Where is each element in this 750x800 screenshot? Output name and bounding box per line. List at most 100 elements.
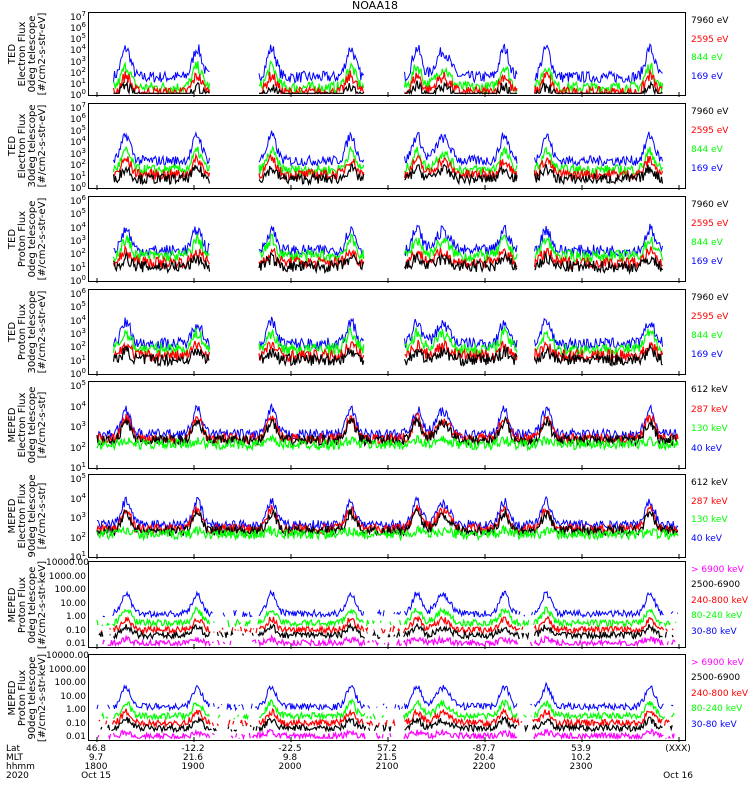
series-7960ev-line — [112, 343, 663, 368]
legend-entry: 169 eV — [691, 71, 723, 82]
legend-entry: 130 keV — [691, 515, 728, 525]
y-tick-label: 101 — [70, 550, 86, 563]
x-tick-label: -87.7 — [472, 744, 496, 754]
chart-title: NOAA18 — [351, 0, 399, 12]
legend-entry: 169 eV — [691, 350, 723, 360]
y-tick-label: 100 — [70, 274, 86, 287]
x-tick-label: 46.8 — [85, 744, 107, 754]
legend-entry: 844 eV — [691, 53, 723, 63]
y-axis-label: MEPED Proton Flux 90deg telescope [#/cm2-s-… — [7, 653, 48, 743]
y-tick-label: 104 — [70, 43, 86, 57]
series-30-80kev-line — [96, 681, 674, 712]
legend-entry: 2595 eV — [691, 34, 729, 45]
x-tick-label: 10.2 — [570, 753, 592, 763]
x-row-label: 2020 — [6, 771, 29, 781]
series-gt-6900kev-line — [103, 636, 678, 645]
y-tick-label: 106 — [70, 112, 86, 126]
y-tick-label: 103 — [70, 327, 86, 340]
y-tick-label: 100.00 — [54, 585, 87, 595]
legend-entry: 7960 eV — [691, 200, 729, 210]
panel-7 — [88, 561, 686, 649]
series-30-80kev-line — [102, 589, 678, 619]
y-axis-label: MEPED Proton Flux 0deg telescope [#/cm2-s-s… — [7, 560, 48, 650]
y-axis-label: MEPED Electron Flux 0deg telescope [#/cm2-s… — [7, 380, 48, 470]
y-tick-label: 10000.00 — [46, 651, 89, 661]
legend-entry: 30-80 keV — [691, 626, 737, 637]
panel-plot-2 — [96, 130, 680, 190]
y-tick-label: 100 — [70, 88, 86, 101]
legend-entry: > 6900 keV — [691, 658, 744, 668]
y-tick-label: 104 — [70, 220, 86, 234]
legend-entry: 287 keV — [691, 404, 728, 415]
x-tick-label: 2200 — [472, 762, 496, 772]
x-tick-label: Oct 15 — [81, 771, 111, 781]
y-tick-label: 102 — [70, 440, 86, 454]
y-tick-label: 103 — [70, 420, 86, 433]
legend-entry: 2595 eV — [691, 219, 729, 229]
x-row-label: Lat — [6, 744, 21, 754]
panel-8 — [88, 654, 686, 742]
series-169ev-line — [113, 223, 663, 258]
y-tick-label: 103 — [70, 54, 86, 68]
x-tick-label: 1900 — [181, 762, 205, 772]
legend-entry: 240-800 keV — [691, 595, 749, 606]
legend-entry: 40 keV — [691, 533, 722, 544]
y-tick-label: 0.10 — [65, 718, 86, 729]
series-844ev-line — [112, 232, 664, 264]
y-tick-label: 101 — [70, 76, 86, 90]
y-tick-label: 104 — [70, 491, 86, 505]
panel-3 — [88, 196, 686, 283]
legend-entry: 7960 eV — [691, 16, 729, 26]
series-130kev-line — [96, 433, 679, 452]
x-tick-label: 57.2 — [376, 744, 398, 754]
y-tick-label: 102 — [70, 340, 86, 354]
y-tick-label: 107 — [70, 101, 86, 114]
x-tick-label: 9.8 — [282, 753, 298, 763]
y-axis-label: TED Proton Flux 0deg telescope [#/cm2-s-str… — [7, 194, 48, 284]
y-tick-label: 10.00 — [60, 691, 86, 702]
y-tick-label: 103 — [70, 511, 86, 524]
y-tick-label: 1000.00 — [48, 571, 86, 582]
series-130kev-line — [96, 524, 679, 542]
y-tick-label: 101 — [70, 169, 86, 183]
y-tick-label: 100.00 — [54, 678, 87, 688]
y-tick-label: 105 — [70, 472, 86, 485]
legend-entry: 169 eV — [691, 257, 723, 267]
panel-plot-1 — [96, 43, 680, 97]
x-tick-label: 20.4 — [473, 753, 495, 763]
y-tick-label: 100 — [70, 181, 86, 194]
legend-entry: 612 keV — [691, 478, 728, 488]
panel-plot-5 — [96, 403, 680, 470]
legend-entry: 30-80 keV — [691, 719, 737, 730]
series-169ev-line — [113, 130, 663, 167]
x-tick-label: 2000 — [278, 762, 302, 772]
y-tick-label: 105 — [70, 32, 86, 46]
series-40kev-line — [96, 403, 679, 441]
y-tick-label: 1000.00 — [48, 664, 86, 675]
y-tick-label: 104 — [70, 135, 86, 149]
y-tick-label: 101 — [70, 353, 86, 367]
y-axis-label: TED Electron Flux 0deg telescope [#/cm2-s-s… — [7, 9, 48, 99]
series-7960ev-line — [112, 250, 663, 275]
series-80-240kev-line — [101, 698, 675, 722]
y-tick-label: 102 — [70, 247, 86, 261]
y-tick-label: 104 — [70, 313, 86, 327]
y-tick-label: 101 — [70, 461, 86, 474]
y-tick-label: 105 — [70, 123, 86, 137]
x-tick-label: (XXX) — [665, 744, 691, 754]
legend-entry: 240-800 keV — [691, 688, 749, 699]
y-tick-label: 100 — [70, 367, 86, 380]
panel-6 — [88, 474, 686, 559]
y-axis-label: TED Proton Flux 30deg telescope [#/cm2-s-st… — [7, 287, 48, 377]
y-tick-label: 106 — [70, 194, 86, 207]
legend-entry: 844 eV — [691, 238, 723, 248]
y-tick-label: 103 — [70, 146, 86, 160]
legend-entry: 40 keV — [691, 443, 722, 454]
y-tick-label: 106 — [70, 21, 86, 35]
y-tick-label: 102 — [70, 65, 86, 79]
series-844ev-line — [112, 60, 664, 95]
series-2595ev-line — [113, 152, 664, 182]
y-axis-label: MEPED Electron Flux 90deg telescope [#/cm2-… — [7, 471, 48, 561]
y-tick-label: 105 — [70, 207, 86, 221]
x-row-label: hhmm — [6, 762, 35, 772]
